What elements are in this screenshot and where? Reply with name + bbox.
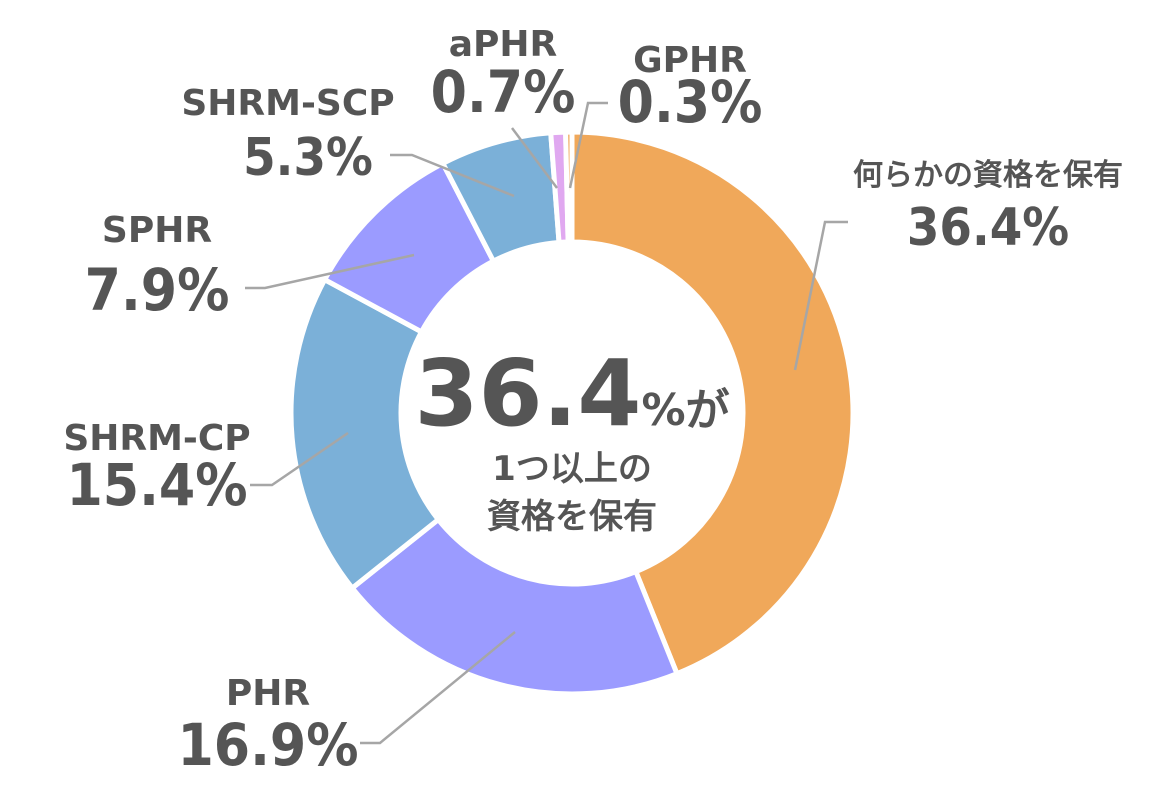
slice-value-label-1: 16.9% [177, 711, 358, 779]
slice-name-label-5: aPHR [449, 24, 558, 65]
center-value: 36.4 [414, 340, 641, 447]
leader-line-6 [568, 101, 608, 189]
slice-value-label-4: 5.3% [243, 128, 373, 188]
slice-value-label-6: 0.3% [618, 68, 763, 136]
slice-name-label-0: 何らかの資格を保有 [853, 158, 1123, 193]
slice-1 [348, 516, 681, 697]
leader-line-0 [793, 220, 848, 371]
slice-0 [569, 129, 856, 677]
slice-value-label-2: 15.4% [66, 451, 247, 519]
center-unit: %が [641, 385, 729, 436]
leader-line-1 [360, 631, 516, 745]
slice-name-label-4: SHRM-SCP [181, 83, 394, 124]
slice-value-label-0: 36.4% [907, 198, 1069, 258]
center-line-3: 資格を保有 [487, 497, 657, 537]
leader-line-4 [390, 153, 515, 198]
leader-lines [245, 101, 848, 745]
svg-text:36.4%が: 36.4%が [414, 340, 729, 447]
slice-name-label-1: PHR [226, 673, 310, 714]
slice-name-label-3: SPHR [102, 210, 212, 251]
slices [288, 129, 856, 697]
slice-value-label-3: 7.9% [85, 256, 230, 324]
center-line-2: 1つ以上の [492, 449, 652, 489]
slice-name-label-6: GPHR [633, 40, 747, 81]
leader-line-3 [245, 253, 415, 290]
slice-value-label-5: 0.7% [431, 58, 576, 126]
leader-line-5 [511, 127, 558, 189]
slice-name-label-2: SHRM-CP [63, 418, 250, 459]
leader-line-2 [250, 431, 349, 487]
slice-2 [288, 276, 442, 592]
slice-6 [563, 129, 575, 245]
center-text: 36.4%が 1つ以上の 資格を保有 [414, 340, 729, 537]
